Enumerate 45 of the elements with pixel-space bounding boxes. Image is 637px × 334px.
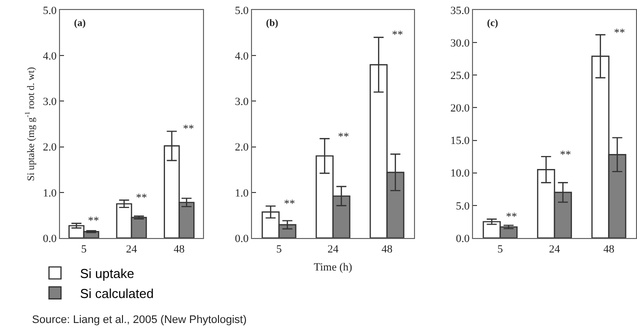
annotation: (a) [74,18,86,29]
annotation: ** [183,123,194,135]
annotation: ** [136,192,147,204]
annotation: ** [284,198,295,210]
y-tick-label: 3.0 [234,96,250,108]
annotation: ** [506,211,517,223]
y-tick-label: 4.0 [234,50,250,62]
y-tick-label: 2.0 [234,142,250,154]
x-tick-label: 5 [276,243,282,256]
y-tick-label: 5.0 [456,200,470,212]
annotation: ** [392,29,403,41]
y-tick-label: 25.0 [450,70,470,82]
y-tick-label: 35.0 [450,4,470,17]
y-tick-label: 1.0 [42,187,58,200]
x-tick-label: 5 [497,243,504,256]
y-tick-label: 5.0 [234,4,250,17]
y-tick-label: 2.0 [42,142,58,154]
y-tick-label: 0.0 [456,232,470,245]
y-tick-label: 15.0 [450,135,470,148]
annotation: ** [560,149,571,161]
annotation: (b) [266,18,278,29]
annotation: ** [88,215,99,227]
x-tick-label: 24 [126,243,138,256]
y-tick-label: 0.0 [234,232,250,245]
x-tick-label: 5 [81,243,88,256]
source-note: Source: Liang et al., 2005 (New Phytologist) [32,314,247,326]
x-tick-label: 24 [549,243,560,256]
legend-label: Si calculated [80,286,154,301]
x-tick-label: 48 [603,243,615,256]
y-tick-label: 1.0 [234,187,250,200]
y-tick-label: 20.0 [450,102,470,115]
y-tick-label: 0.0 [42,232,58,245]
y-tick-label: 30.0 [450,37,470,50]
x-axis-title: Time (h) [314,262,353,274]
annotation: (c) [487,18,498,29]
x-tick-label: 48 [382,243,393,256]
legend-label: Si uptake [80,266,134,282]
y-tick-label: 4.0 [42,50,58,62]
annotation: ** [338,131,349,143]
annotation: ** [614,27,625,39]
y-tick-label: 3.0 [42,96,58,108]
y-tick-label: 5.0 [42,4,58,17]
x-tick-label: 24 [328,243,339,256]
y-tick-label: 10.0 [450,168,470,180]
x-tick-label: 48 [174,243,186,256]
